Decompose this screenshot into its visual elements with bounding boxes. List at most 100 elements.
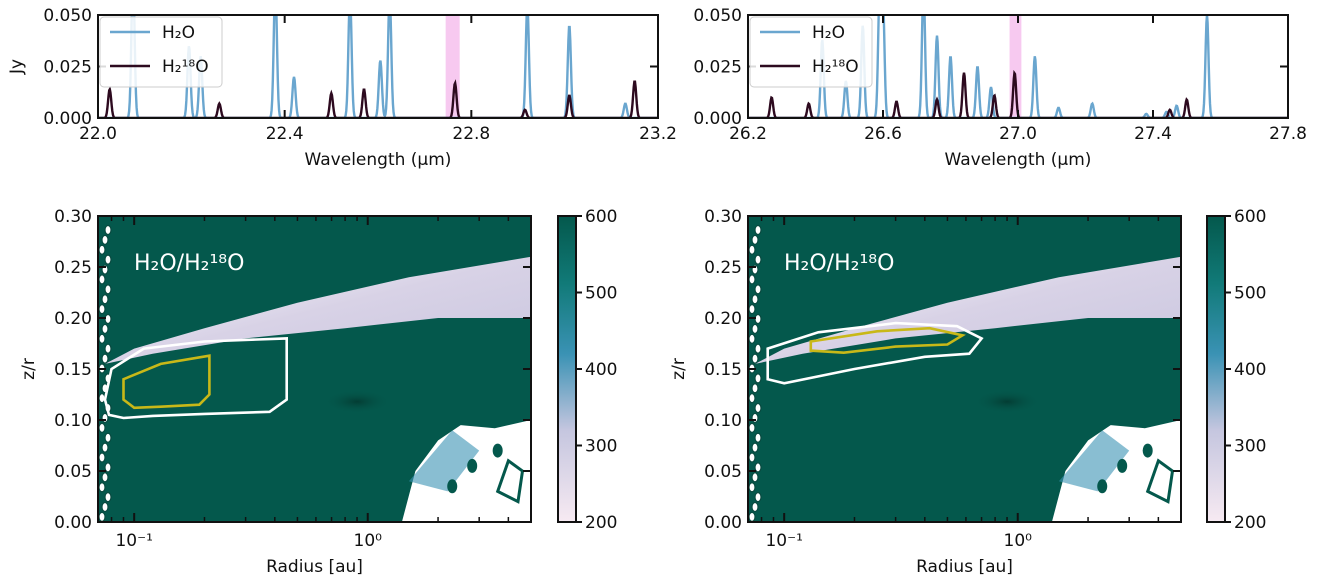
legend-box: [749, 16, 873, 88]
inner-rim-speckle: [751, 323, 759, 335]
legend-label: H₂¹⁸O: [162, 57, 209, 77]
y-tick-label: 0.15: [54, 360, 92, 380]
colorbar-gradient: [557, 215, 577, 523]
y-tick-label: 0.10: [54, 411, 92, 431]
inner-rim-speckle: [754, 254, 762, 265]
inner-rim-speckle: [98, 511, 106, 522]
y-tick-label: 0.00: [704, 513, 742, 533]
colorbar-tick-label: 300: [585, 437, 617, 457]
x-tick-label: 23.2: [639, 124, 677, 144]
x-tick-label: 27.4: [1134, 124, 1172, 144]
warm-island: [1097, 479, 1108, 494]
inner-rim-speckle: [748, 422, 756, 433]
legend-label: H₂O: [162, 23, 195, 43]
inner-rim-speckle: [751, 472, 759, 483]
inner-rim-speckle: [101, 412, 109, 424]
x-axis-label: Radius [au]: [916, 557, 1013, 577]
inner-rim-speckle: [754, 224, 762, 236]
warm-island: [1117, 458, 1128, 473]
x-tick-label: 22.4: [266, 124, 304, 144]
inner-rim-speckle: [754, 284, 762, 295]
highlight-band: [1009, 15, 1022, 118]
y-tick-label: 0.00: [54, 513, 92, 533]
y-tick-label: 0.20: [704, 309, 742, 329]
y-tick-label: 0.050: [43, 6, 92, 26]
x-tick-label: 22.0: [79, 124, 117, 144]
inner-rim-speckle: [748, 511, 756, 522]
inner-rim-speckle: [754, 462, 762, 473]
y-tick-label: 0.05: [704, 462, 742, 482]
inner-rim-speckle: [104, 492, 112, 503]
colorbar-gradient: [1206, 215, 1226, 523]
inner-rim-speckle: [751, 442, 759, 453]
white-contour: [103, 337, 288, 420]
inner-rim-speckle: [751, 294, 759, 305]
x-axis-label: Wavelength (μm): [305, 150, 452, 170]
x-tick-label: 27.8: [1269, 124, 1307, 144]
inner-rim-speckle: [104, 343, 112, 354]
inner-rim-speckle: [748, 244, 756, 255]
legend-label: H₂O: [812, 23, 845, 43]
y-tick-label: 0.30: [704, 207, 742, 227]
y-tick-label: 0.05: [54, 462, 92, 482]
inner-rim-speckle: [101, 472, 109, 483]
cool-surface-band: [755, 256, 1181, 364]
x-tick-label: 10⁻¹: [115, 531, 152, 551]
inner-rim-speckle: [101, 323, 109, 335]
inner-rim-speckle: [748, 482, 756, 493]
colorbar: 200 300 400 500 600: [557, 207, 617, 533]
colorbar-tick-label: 300: [1234, 437, 1266, 457]
cool-surface-band: [105, 256, 531, 364]
inner-rim-speckle: [104, 254, 112, 265]
hot-spot: [973, 389, 1042, 414]
yellow-contour: [809, 326, 966, 355]
colorbar-tick-label: 500: [585, 284, 617, 304]
x-axis-label: Radius [au]: [266, 557, 363, 577]
colorbar-tick-label: 400: [1234, 360, 1266, 380]
transition-patch: [1058, 430, 1130, 492]
spectrum-panel-top-right: 26.2 26.6 27.0 27.4 27.8 0.000 0.025 0.050 Wavel…: [693, 6, 1307, 170]
x-tick-label: 26.6: [864, 124, 902, 144]
y-tick-label: 0.20: [54, 309, 92, 329]
inner-rim-speckle: [748, 274, 756, 285]
inner-rim-speckle: [98, 452, 106, 463]
inner-rim-speckle: [104, 224, 112, 236]
inner-rim-speckle: [98, 304, 106, 315]
x-tick-label: 10⁻¹: [765, 531, 802, 551]
inner-rim-speckle: [754, 432, 762, 443]
temperature-map: [98, 216, 531, 522]
inner-rim-speckle: [98, 274, 106, 285]
cold-pocket: [1145, 458, 1175, 504]
inner-rim-speckle: [748, 304, 756, 315]
panel-annotation: H₂O/H₂¹⁸O: [134, 251, 244, 276]
colorbar-tick-label: 400: [585, 360, 617, 380]
x-axis-label: Wavelength (μm): [945, 150, 1092, 170]
inner-rim-speckle: [751, 353, 759, 364]
y-tick-label: 0.15: [704, 360, 742, 380]
x-tick-label: 27.0: [999, 124, 1037, 144]
inner-rim-speckle: [101, 353, 109, 364]
inner-rim-speckle: [101, 234, 109, 245]
y-tick-label: 0.25: [54, 258, 92, 278]
y-tick-label: 0.30: [54, 207, 92, 227]
heatmap-panel-bottom-right: H₂O/H₂¹⁸O 0.00 0.05 0.10 0.15 0.20 0.25 0.30 10⁻…: [669, 207, 1266, 577]
inner-rim-speckle: [101, 294, 109, 305]
colorbar-tick-label: 200: [1234, 513, 1266, 533]
inner-rim-speckle: [101, 501, 109, 513]
inner-rim-speckle: [98, 422, 106, 433]
colorbar-tick-label: 200: [585, 513, 617, 533]
inner-rim-speckle: [754, 492, 762, 503]
inner-rim-speckle: [751, 412, 759, 424]
transition-patch: [408, 430, 480, 492]
y-tick-label: 0.10: [704, 411, 742, 431]
inner-rim-speckle: [754, 373, 762, 384]
y-axis-label: Jy: [7, 59, 27, 75]
hot-spot: [323, 389, 392, 414]
cold-pocket: [495, 458, 525, 504]
warm-island: [1142, 443, 1153, 458]
inner-rim-speckle: [104, 432, 112, 443]
y-tick-label: 0.025: [693, 58, 742, 78]
colorbar: 200 300 400 500 600: [1206, 207, 1266, 533]
inner-rim-speckle: [101, 442, 109, 453]
